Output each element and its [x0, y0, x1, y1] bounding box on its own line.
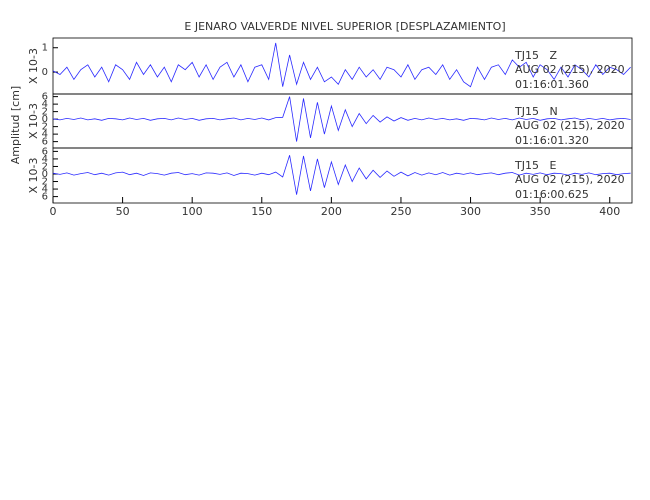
y-tick-label: 2 [42, 122, 48, 133]
y-tick-label: 4 [42, 184, 48, 195]
y-tick-label: 1 [42, 43, 48, 54]
y-tick-label: 2 [42, 107, 48, 118]
y-tick-label: 6 [42, 137, 48, 148]
trace-name: TJ15 N [514, 105, 558, 118]
x-tick-label: 300 [460, 205, 481, 218]
trace-name: TJ15 Z [514, 49, 557, 62]
trace-time: 01:16:00.625 [515, 188, 589, 201]
trace-date: AUG 02 (215), 2020 [515, 63, 625, 76]
trace-time: 01:16:01.320 [515, 134, 589, 147]
x-tick-label: 250 [390, 205, 411, 218]
y-tick-label: 4 [42, 154, 48, 165]
y-tick-label: 0 [42, 114, 48, 125]
trace-date: AUG 02 (215), 2020 [515, 119, 625, 132]
panel-y-label: X 10-3 [27, 48, 40, 84]
y-tick-label: 6 [42, 192, 48, 203]
trace [52, 42, 631, 88]
x-tick-label: 150 [251, 205, 272, 218]
y-tick-label: 4 [42, 99, 48, 110]
x-tick-label: 400 [599, 205, 620, 218]
panel-y-label: X 10-3 [27, 103, 40, 139]
x-tick-label: 50 [116, 205, 130, 218]
panel-frame [52, 147, 633, 204]
y-tick-label: 2 [42, 177, 48, 188]
y-tick-label: 0 [42, 169, 48, 180]
trace-date: AUG 02 (215), 2020 [515, 173, 625, 186]
y-tick-label: 2 [42, 161, 48, 172]
y-axis-label: Amplitud [cm] [9, 86, 22, 164]
y-tick-label: 6 [42, 146, 48, 157]
x-tick-label: 350 [530, 205, 551, 218]
x-tick-label: 200 [321, 205, 342, 218]
trace [52, 96, 631, 142]
x-tick-label: 0 [50, 205, 57, 218]
panel-y-label: X 10-3 [27, 158, 40, 194]
trace [52, 155, 631, 195]
trace-time: 01:16:01.360 [515, 78, 589, 91]
y-tick-label: 4 [42, 129, 48, 140]
y-tick-label: 6 [42, 92, 48, 103]
chart-title: E JENARO VALVERDE NIVEL SUPERIOR [DESPLA… [184, 20, 505, 33]
x-tick-label: 100 [182, 205, 203, 218]
trace-name: TJ15 E [514, 159, 556, 172]
y-tick-label: 0 [42, 67, 48, 78]
